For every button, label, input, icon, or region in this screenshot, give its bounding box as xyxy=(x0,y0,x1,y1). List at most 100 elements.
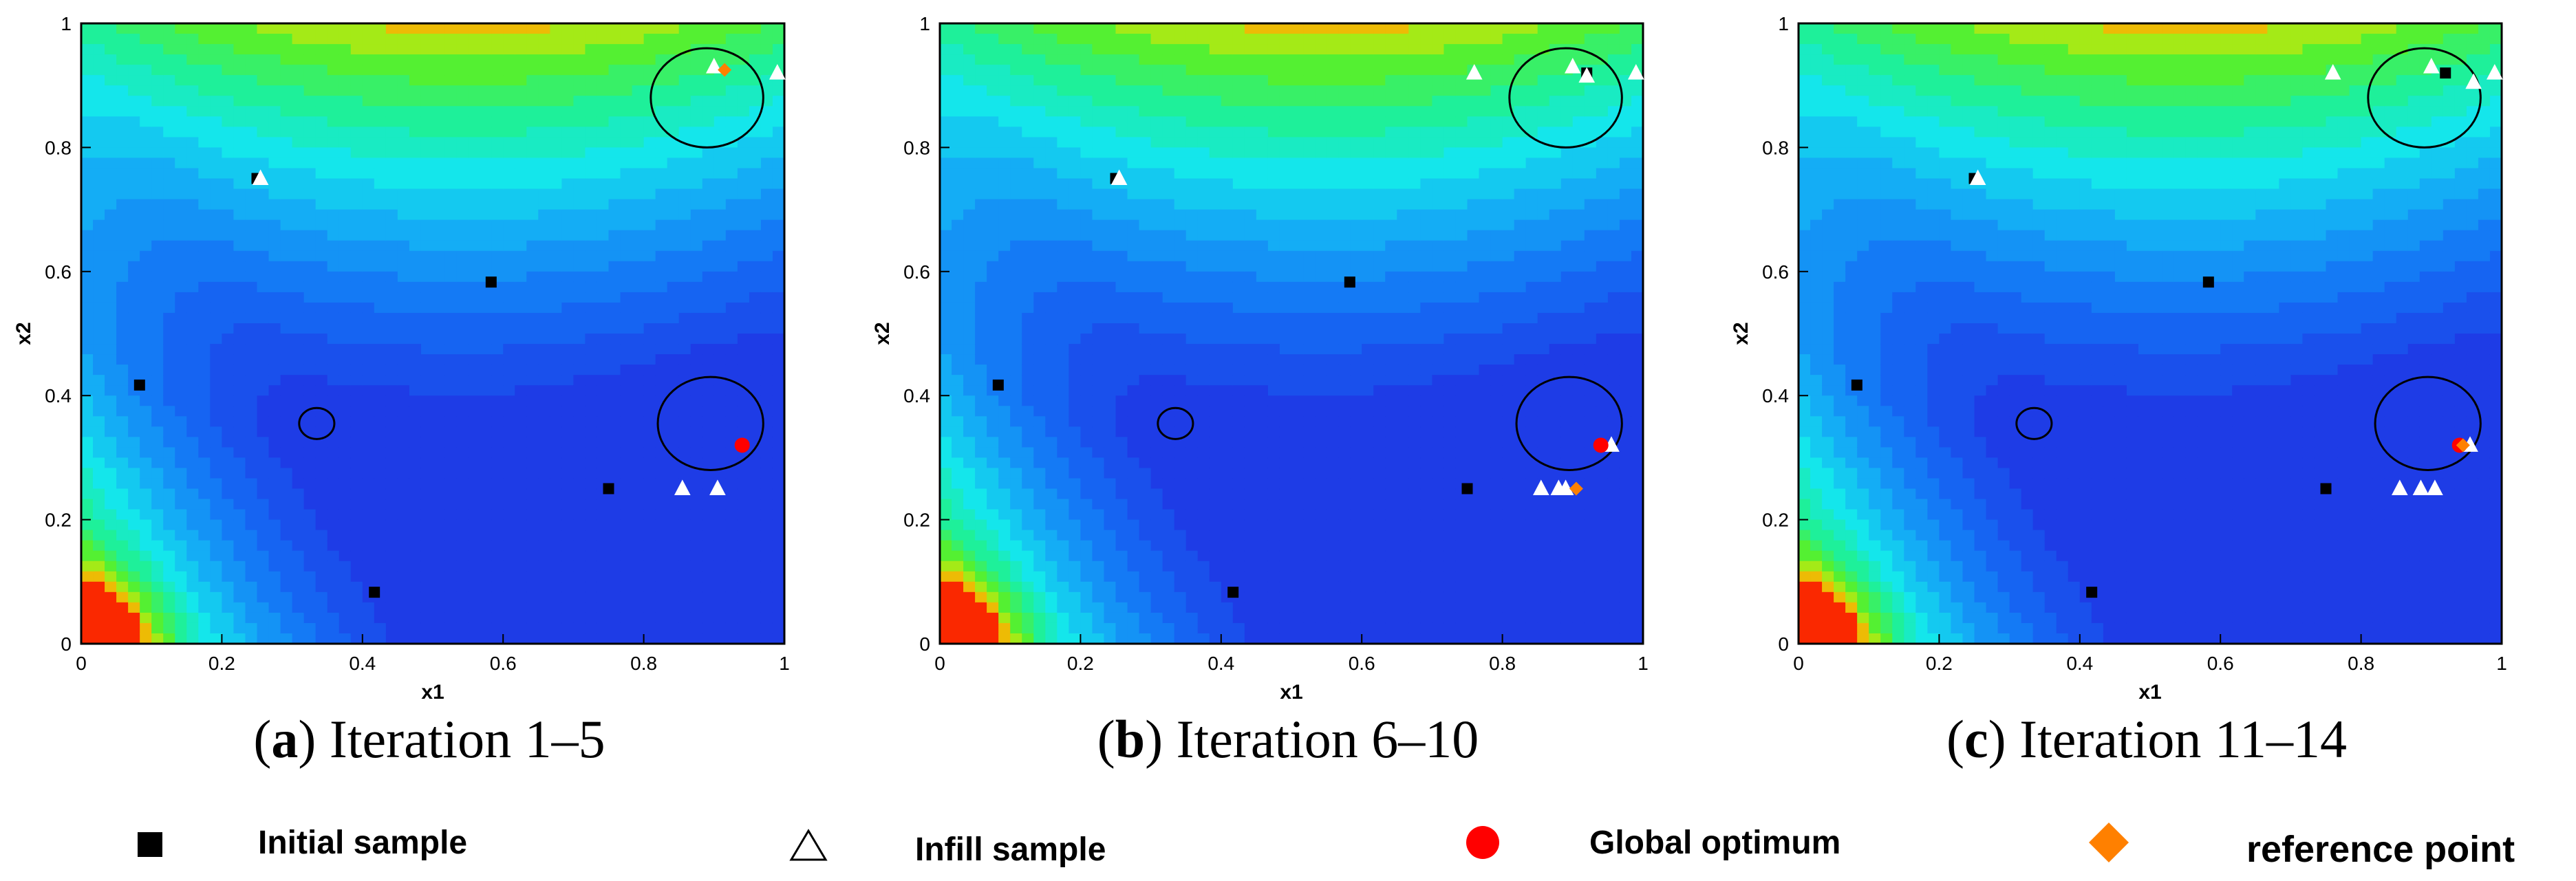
initial-sample-point xyxy=(992,379,1004,391)
reference-point xyxy=(1569,481,1583,496)
contour-background xyxy=(81,23,785,644)
infill-sample-point xyxy=(2486,64,2503,80)
legend-diamond-icon xyxy=(2089,823,2129,862)
initial-sample-point xyxy=(133,379,145,391)
initial-sample-point xyxy=(2202,276,2214,288)
y-tick-label: 0.4 xyxy=(1762,385,1789,406)
legend-reference: reference point xyxy=(2085,818,2576,870)
initial-sample-point xyxy=(1851,379,1863,391)
initial-sample-point xyxy=(2086,587,2098,598)
initial-sample-point xyxy=(369,587,380,598)
caption-a: (a) Iteration 1–5 xyxy=(253,709,605,769)
initial-sample-point xyxy=(2440,67,2451,79)
y-tick-label: 0.6 xyxy=(1762,261,1789,283)
region-circle xyxy=(2374,376,2482,471)
infill-sample-point xyxy=(705,58,722,74)
initial-sample-point xyxy=(2320,483,2332,494)
legend-infill: Infill sample xyxy=(784,818,1266,868)
y-axis-label: x2 xyxy=(1730,322,1752,345)
x-tick-label: 1 xyxy=(2496,653,2507,674)
infill-sample-point xyxy=(1564,58,1581,74)
x-tick-label: 0.2 xyxy=(1067,653,1094,674)
x-tick-label: 0 xyxy=(934,653,945,674)
plot-frame xyxy=(1797,22,2503,645)
infill-sample-point xyxy=(1466,64,1483,80)
infill-sample-point xyxy=(674,479,691,495)
x-axis-label: x1 xyxy=(1280,681,1302,701)
region-circle xyxy=(650,47,764,149)
region-circle xyxy=(1515,376,1623,471)
infill-sample-point xyxy=(2412,479,2429,495)
contour-background xyxy=(940,23,1644,644)
x-axis-label: x1 xyxy=(421,681,444,701)
region-circle xyxy=(1157,406,1194,440)
initial-sample-point xyxy=(1461,483,1473,494)
plot-frame xyxy=(938,22,1644,645)
y-tick-label: 0.2 xyxy=(903,510,930,531)
legend-initial: Initial sample xyxy=(131,818,612,867)
initial-sample-point xyxy=(1227,587,1239,598)
x-tick-label: 0.2 xyxy=(1926,653,1953,674)
initial-sample-point xyxy=(603,483,614,494)
region-circle xyxy=(298,406,336,440)
region-circle xyxy=(1508,47,1623,149)
legend-optimum: Global optimum xyxy=(1462,818,1944,867)
infill-sample-point xyxy=(709,479,726,495)
x-tick-label: 0 xyxy=(76,653,87,674)
y-tick-label: 0 xyxy=(1778,633,1789,655)
infill-sample-point xyxy=(1578,67,1596,83)
contour-chart-a: 0 0.2 0.4 0.6 0.8 1 0 0.2 0.4 0.6 0.8 1 x1 x2 xyxy=(12,13,790,701)
infill-sample-point xyxy=(1110,169,1128,185)
y-tick-label: 0.8 xyxy=(1762,137,1789,158)
contour-chart-b: 0 0.2 0.4 0.6 0.8 1 0 0.2 0.4 0.6 0.8 1 x1 x2 xyxy=(871,13,1649,701)
y-tick-label: 0.4 xyxy=(45,385,72,406)
infill-sample-point xyxy=(2427,479,2443,495)
legend-infill-label: Infill sample xyxy=(915,831,1106,868)
infill-sample-point xyxy=(2391,479,2408,495)
global-optimum-point xyxy=(1593,437,1609,453)
legend-optimum-label: Global optimum xyxy=(1589,825,1841,861)
y-axis-label: x2 xyxy=(871,322,894,345)
legend-triangle-icon xyxy=(789,829,828,861)
infill-sample-point xyxy=(252,169,269,185)
x-tick-label: 0 xyxy=(1793,653,1804,674)
x-tick-label: 0.8 xyxy=(630,653,657,674)
infill-sample-point xyxy=(2324,64,2341,80)
panel-b: 0 0.2 0.4 0.6 0.8 1 0 0.2 0.4 0.6 0.8 1 x1 x2 (b) Ite… xyxy=(859,0,1717,769)
y-tick-label: 1 xyxy=(61,13,72,34)
x-tick-label: 0.8 xyxy=(2348,653,2374,674)
legend-reference-label: reference point xyxy=(2246,829,2515,870)
plot-frame xyxy=(80,22,786,645)
x-tick-label: 0.6 xyxy=(490,653,517,674)
infill-sample-point xyxy=(1532,479,1549,495)
legend-circle-icon xyxy=(1466,826,1499,859)
y-tick-label: 0 xyxy=(61,633,72,655)
infill-sample-point xyxy=(1557,479,1574,495)
infill-sample-point xyxy=(1969,169,1986,185)
initial-sample-point xyxy=(485,276,497,288)
x-axis-label: x1 xyxy=(2138,681,2161,701)
reference-point xyxy=(2456,438,2470,453)
x-tick-label: 0.6 xyxy=(2207,653,2234,674)
initial-sample-point xyxy=(1344,276,1355,288)
y-tick-label: 0.6 xyxy=(45,261,72,283)
y-tick-label: 0.8 xyxy=(45,137,72,158)
y-tick-label: 0.2 xyxy=(45,510,72,531)
x-tick-label: 1 xyxy=(779,653,790,674)
x-tick-label: 0.4 xyxy=(1208,653,1234,674)
infill-sample-point xyxy=(2423,58,2440,74)
x-tick-label: 0.8 xyxy=(1489,653,1516,674)
y-tick-label: 0.4 xyxy=(903,385,930,406)
y-tick-label: 0.6 xyxy=(903,261,930,283)
caption-c: (c) Iteration 11–14 xyxy=(1946,709,2347,769)
region-circle xyxy=(656,376,764,471)
region-circle xyxy=(2015,406,2053,440)
infill-sample-point xyxy=(2465,73,2482,89)
panel-a: 0 0.2 0.4 0.6 0.8 1 0 0.2 0.4 0.6 0.8 1 x1 x2 (a) Ite… xyxy=(0,0,859,769)
caption-b: (b) Iteration 6–10 xyxy=(1097,709,1479,769)
contour-chart-c: 0 0.2 0.4 0.6 0.8 1 0 0.2 0.4 0.6 0.8 1 x1 x2 xyxy=(1730,13,2507,701)
reference-point xyxy=(718,63,732,77)
y-axis-label: x2 xyxy=(12,322,35,345)
contour-background xyxy=(1799,23,2502,644)
x-tick-label: 0.2 xyxy=(208,653,235,674)
